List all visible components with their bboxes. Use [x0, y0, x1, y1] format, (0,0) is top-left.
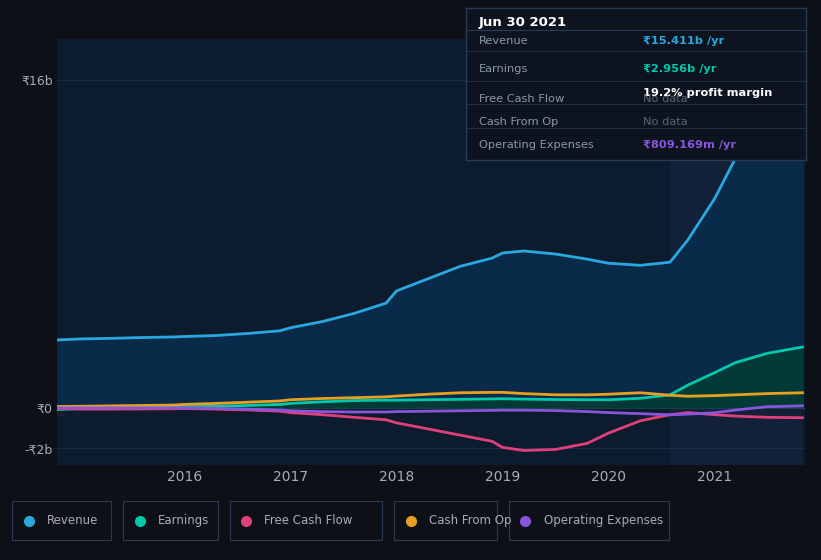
- Text: Revenue: Revenue: [479, 36, 529, 45]
- FancyBboxPatch shape: [509, 501, 669, 540]
- Text: Jun 30 2021: Jun 30 2021: [479, 16, 567, 29]
- Text: No data: No data: [643, 116, 687, 127]
- Text: Earnings: Earnings: [158, 514, 209, 528]
- FancyBboxPatch shape: [394, 501, 497, 540]
- Text: Operating Expenses: Operating Expenses: [479, 140, 594, 150]
- Text: Earnings: Earnings: [479, 64, 529, 73]
- Text: Revenue: Revenue: [47, 514, 99, 528]
- Text: Free Cash Flow: Free Cash Flow: [479, 94, 564, 104]
- Text: 19.2% profit margin: 19.2% profit margin: [643, 88, 772, 98]
- Text: Free Cash Flow: Free Cash Flow: [264, 514, 353, 528]
- Text: Operating Expenses: Operating Expenses: [544, 514, 663, 528]
- Text: ₹809.169m /yr: ₹809.169m /yr: [643, 140, 736, 150]
- FancyBboxPatch shape: [123, 501, 218, 540]
- Bar: [670, 39, 802, 465]
- FancyBboxPatch shape: [12, 501, 111, 540]
- Text: Cash From Op: Cash From Op: [479, 116, 558, 127]
- Text: ₹2.956b /yr: ₹2.956b /yr: [643, 64, 716, 73]
- Text: No data: No data: [643, 94, 687, 104]
- FancyBboxPatch shape: [230, 501, 382, 540]
- Text: ₹15.411b /yr: ₹15.411b /yr: [643, 36, 724, 45]
- Text: Cash From Op: Cash From Op: [429, 514, 511, 528]
